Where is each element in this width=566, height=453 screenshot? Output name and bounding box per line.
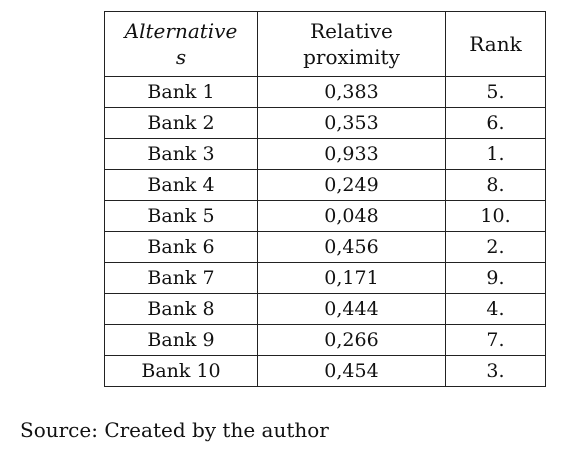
header-proximity-line1: Relative [310,19,393,43]
cell-proximity: 0,353 [257,107,446,139]
cell-alternative: Bank 10 [104,355,258,387]
table-header-row: Alternative s Relative proximity Rank [104,11,546,77]
cell-proximity: 0,171 [257,262,446,294]
table-row: Bank 7 0,171 9. [104,262,546,294]
header-alternatives-line2: s [175,45,187,69]
cell-proximity: 0,266 [257,324,446,356]
cell-proximity: 0,249 [257,169,446,201]
cell-alternative: Bank 4 [104,169,258,201]
cell-proximity: 0,048 [257,200,446,232]
header-proximity-line2: proximity [303,45,400,69]
ranking-table: Alternative s Relative proximity Rank Ba… [104,11,546,387]
table-row: Bank 5 0,048 10. [104,200,546,232]
cell-alternative: Bank 5 [104,200,258,232]
table-row: Bank 3 0,933 1. [104,138,546,170]
ranking-table-container: Alternative s Relative proximity Rank Ba… [104,11,546,387]
cell-alternative: Bank 2 [104,107,258,139]
table-row: Bank 8 0,444 4. [104,293,546,325]
cell-proximity: 0,933 [257,138,446,170]
cell-alternative: Bank 6 [104,231,258,263]
cell-alternative: Bank 3 [104,138,258,170]
cell-rank: 10. [445,200,546,232]
cell-proximity: 0,456 [257,231,446,263]
table-row: Bank 6 0,456 2. [104,231,546,263]
table-row: Bank 10 0,454 3. [104,355,546,387]
cell-alternative: Bank 7 [104,262,258,294]
cell-rank: 9. [445,262,546,294]
cell-alternative: Bank 1 [104,76,258,108]
cell-rank: 2. [445,231,546,263]
table-row: Bank 2 0,353 6. [104,107,546,139]
cell-alternative: Bank 8 [104,293,258,325]
header-alternatives-line1: Alternative [124,19,238,43]
table-row: Bank 9 0,266 7. [104,324,546,356]
cell-alternative: Bank 9 [104,324,258,356]
cell-rank: 7. [445,324,546,356]
source-caption: Source: Created by the author [20,418,329,442]
cell-rank: 3. [445,355,546,387]
cell-rank: 4. [445,293,546,325]
cell-proximity: 0,383 [257,76,446,108]
cell-proximity: 0,454 [257,355,446,387]
table-row: Bank 4 0,249 8. [104,169,546,201]
header-relative-proximity: Relative proximity [257,11,446,77]
cell-rank: 5. [445,76,546,108]
header-rank: Rank [445,11,546,77]
cell-rank: 1. [445,138,546,170]
cell-rank: 6. [445,107,546,139]
table-row: Bank 1 0,383 5. [104,76,546,108]
header-alternatives: Alternative s [104,11,258,77]
cell-rank: 8. [445,169,546,201]
cell-proximity: 0,444 [257,293,446,325]
